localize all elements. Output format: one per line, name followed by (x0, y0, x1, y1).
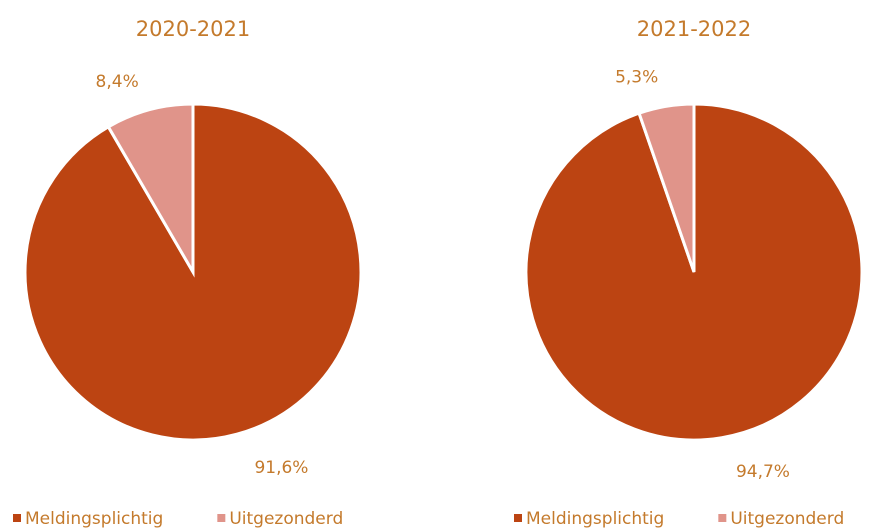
data-label: 94,7% (736, 462, 790, 482)
legend-label: Uitgezonderd (229, 509, 343, 529)
data-label: 8,4% (96, 72, 139, 92)
legend-swatch (217, 514, 226, 522)
pie-slice (637, 102, 696, 273)
chart-title: 2021-2022 (637, 17, 751, 41)
legend-label: Uitgezonderd (730, 509, 844, 529)
pie-slice (106, 102, 195, 278)
legend-swatch (514, 514, 522, 522)
data-label: 91,6% (254, 458, 308, 478)
legend-swatch (13, 514, 21, 522)
chart-title: 2020-2021 (136, 17, 250, 41)
data-label: 5,3% (615, 68, 658, 88)
legend-label: Meldingsplichtig (25, 509, 163, 529)
legend-swatch (718, 514, 727, 522)
legend-label: Meldingsplichtig (526, 509, 664, 529)
